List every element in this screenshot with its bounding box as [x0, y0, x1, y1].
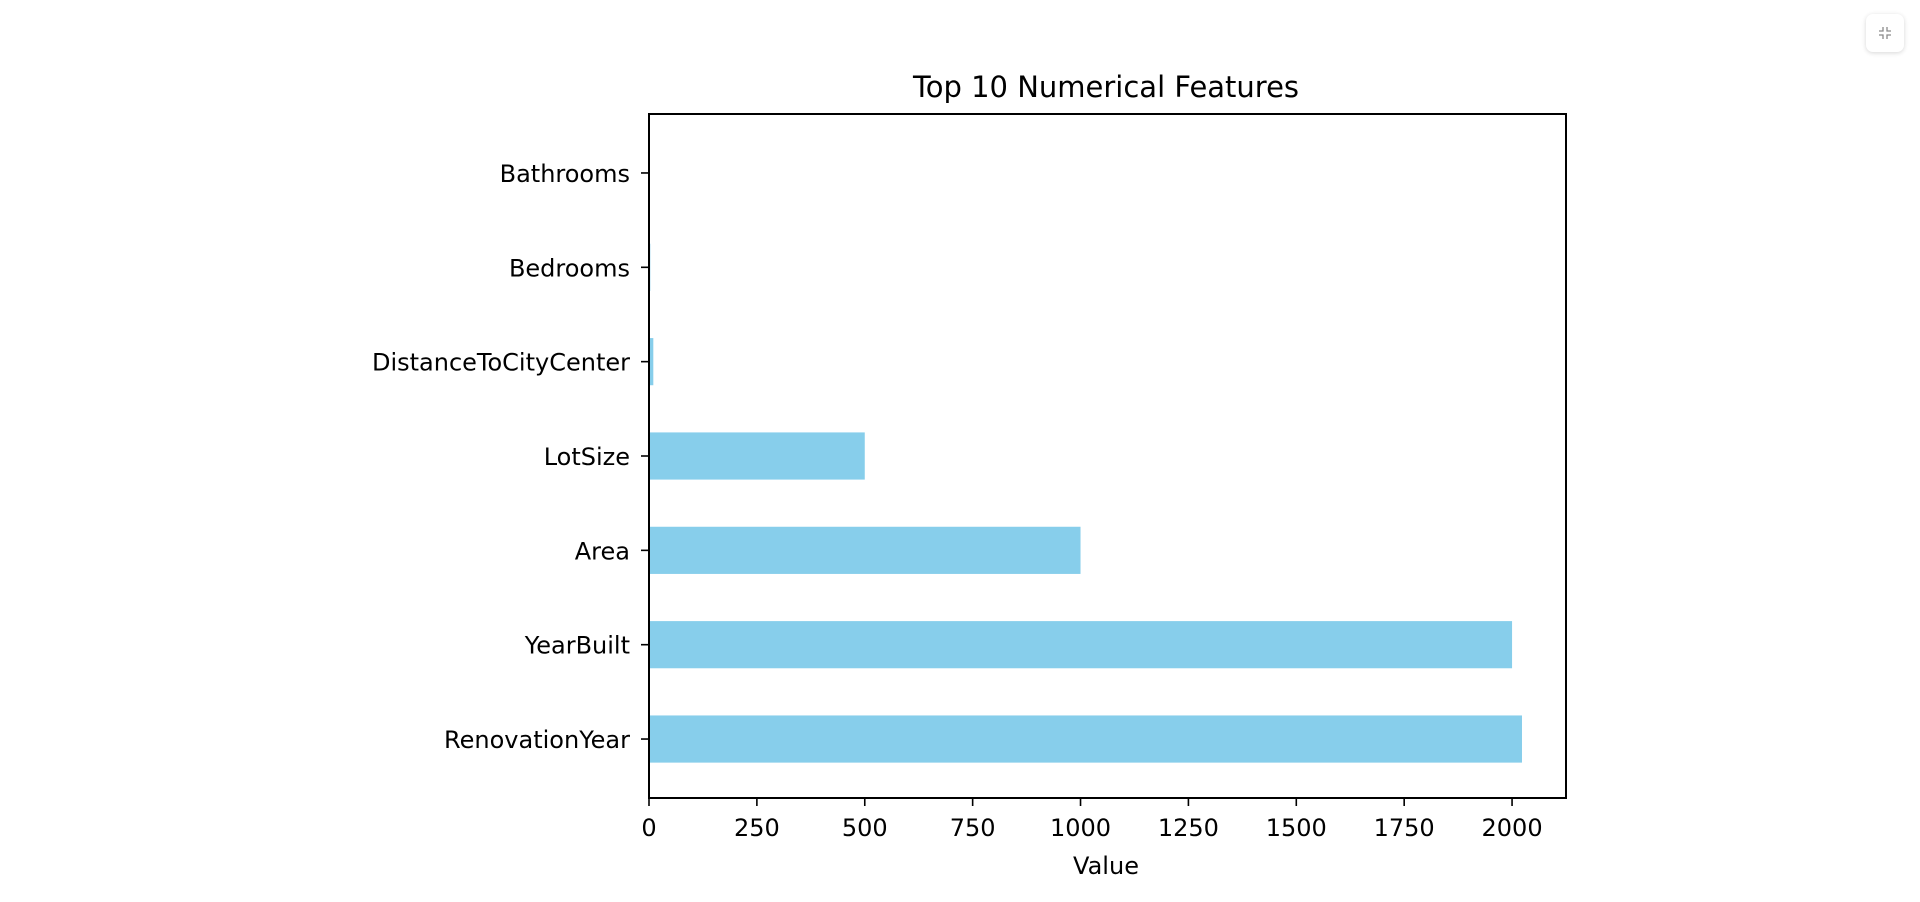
x-tick-label: 500: [842, 814, 888, 842]
bar-yearbuilt: [649, 621, 1513, 669]
x-tick-label: 1000: [1050, 814, 1111, 842]
y-tick-label: RenovationYear: [444, 726, 630, 754]
collapse-icon: [1878, 26, 1892, 40]
x-tick-label: 1500: [1266, 814, 1327, 842]
x-tick-label: 2000: [1482, 814, 1543, 842]
y-tick-label: Bathrooms: [500, 160, 630, 188]
x-tick-label: 1250: [1158, 814, 1219, 842]
chart-title: Top 10 Numerical Features: [912, 70, 1299, 104]
x-axis: 0 250 500 750 1000 1250 1500 1750 2000: [641, 798, 1543, 842]
y-axis: RenovationYear YearBuilt Area LotSize Distan…: [372, 160, 649, 754]
x-axis-label: Value: [1073, 852, 1139, 880]
bar-renovationyear: [649, 715, 1522, 763]
bars-group: [649, 149, 1522, 763]
y-tick-label: YearBuilt: [524, 632, 630, 660]
y-tick-label: DistanceToCityCenter: [372, 349, 630, 377]
bar-distancetocitycenter: [649, 338, 654, 386]
x-tick-label: 250: [734, 814, 780, 842]
x-tick-label: 1750: [1374, 814, 1435, 842]
y-tick-label: Bedrooms: [509, 254, 630, 282]
y-tick-label: Area: [575, 537, 630, 565]
collapse-button[interactable]: [1866, 14, 1904, 52]
x-tick-label: 750: [950, 814, 996, 842]
x-tick-label: 0: [641, 814, 656, 842]
bar-lotsize: [649, 432, 865, 480]
bar-area: [649, 526, 1081, 574]
y-tick-label: LotSize: [544, 443, 630, 471]
